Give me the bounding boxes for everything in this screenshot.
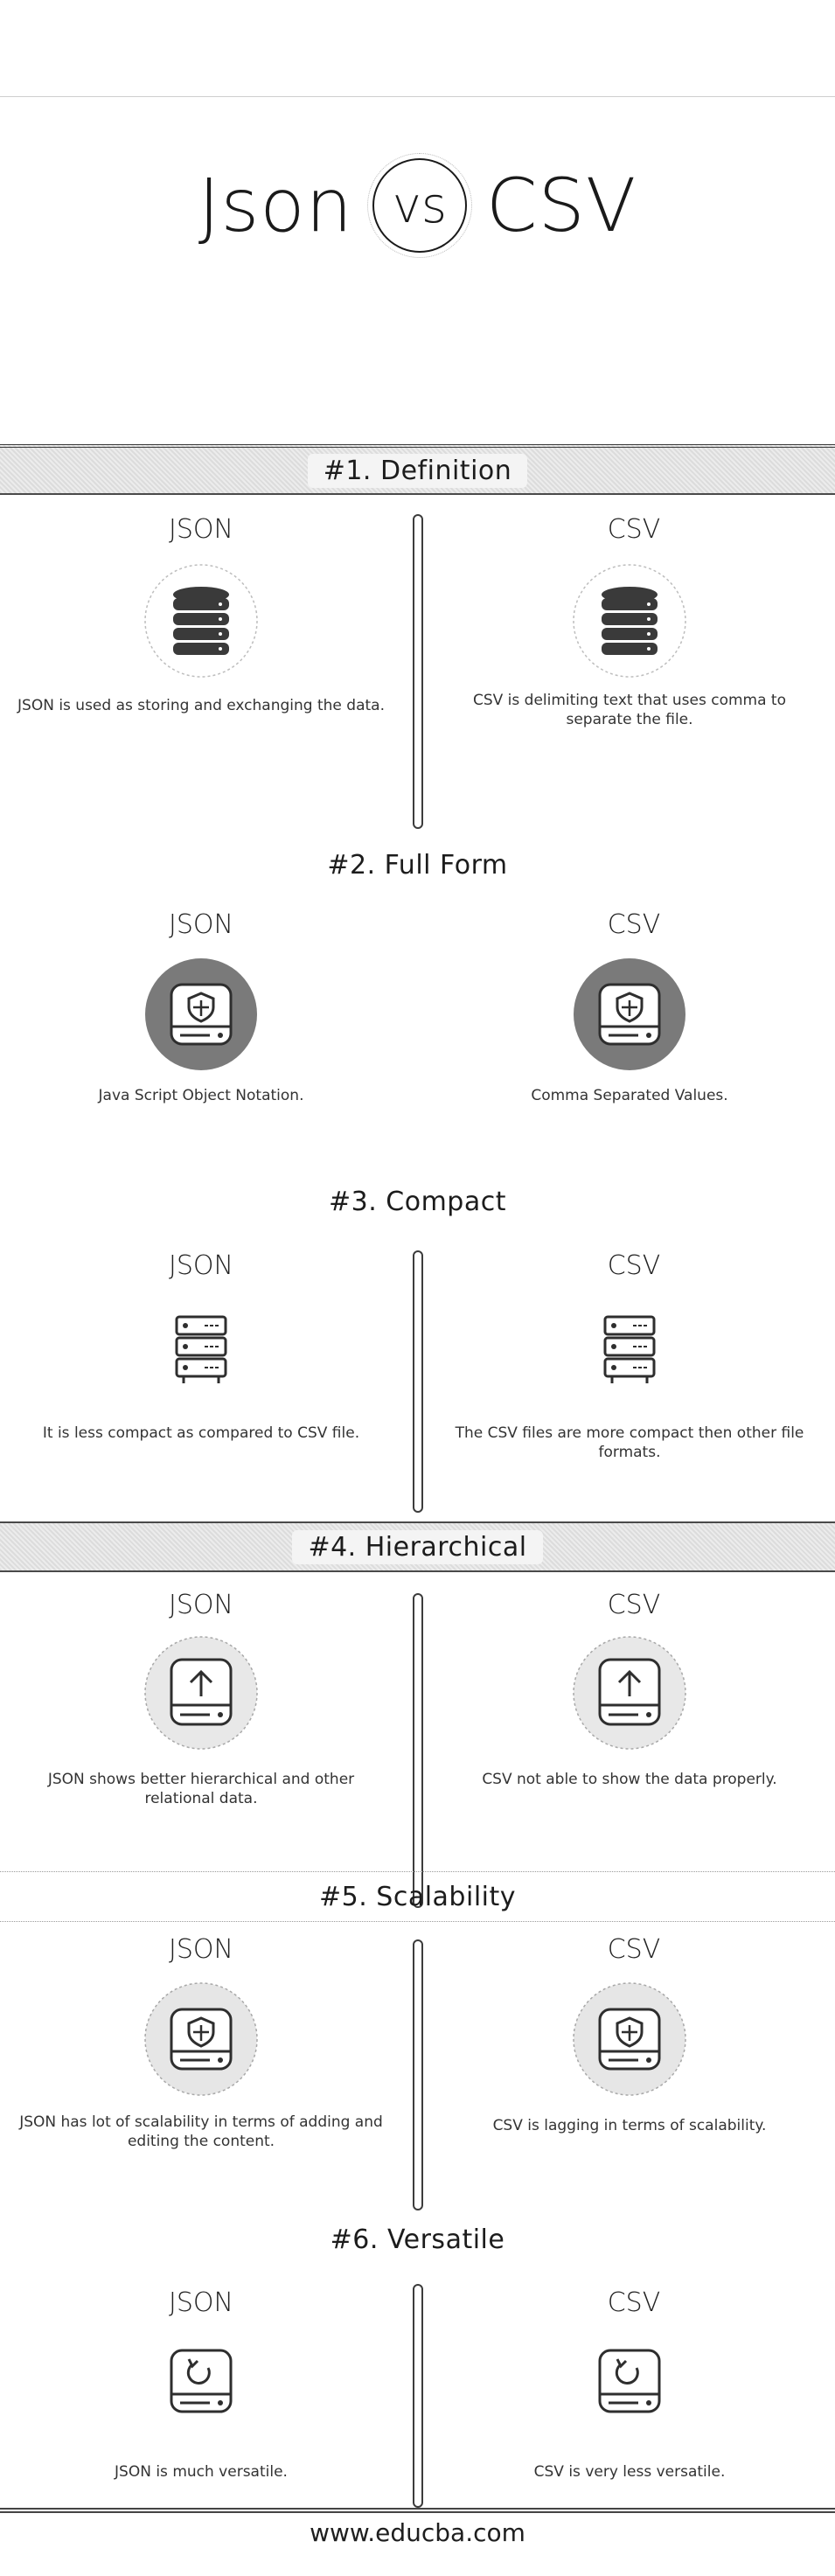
- definition-csv-text: CSV is delimiting text that uses comma t…: [472, 692, 786, 728]
- title-csv: CSV: [485, 163, 637, 248]
- versatile-csv-text: CSV is very less versatile.: [533, 2463, 726, 2481]
- server-rack-icon: [150, 1298, 252, 1399]
- section-title: #3. Compact: [328, 1186, 506, 1217]
- scalability-csv-text: CSV is lagging in terms of scalability.: [492, 2117, 767, 2134]
- column-divider: [413, 2284, 423, 2508]
- server-rack-icon: [579, 1298, 680, 1399]
- vs-badge: vs: [366, 153, 472, 258]
- section-title: #5. Scalability: [319, 1881, 516, 1912]
- footer-rule: [0, 2508, 835, 2513]
- column-head-json: JSON: [169, 2287, 233, 2318]
- upload-drive-icon: [140, 1632, 262, 1754]
- page-title: Json vs CSV: [0, 149, 835, 262]
- versatile-json-text: JSON is much versatile.: [115, 2463, 288, 2481]
- column-head-json: JSON: [169, 1250, 233, 1281]
- shield-drive-icon: [140, 953, 262, 1076]
- section-banner-versatile: #6. Versatile: [0, 2214, 835, 2265]
- column-head-json: JSON: [169, 1590, 233, 1620]
- title-json: Json: [198, 163, 353, 248]
- column-head-csv: CSV: [607, 909, 661, 940]
- shield-drive-icon: [568, 953, 691, 1076]
- sync-drive-icon: [156, 2335, 247, 2426]
- section-banner-compact: #3. Compact: [0, 1176, 835, 1227]
- section-banner-hierarchical: #4. Hierarchical: [0, 1521, 835, 1572]
- definition-json-text: JSON is used as storing and exchanging t…: [17, 697, 385, 714]
- column-head-csv: CSV: [607, 1250, 661, 1281]
- top-rule: [0, 96, 835, 97]
- column-head-csv: CSV: [607, 514, 661, 545]
- section-banner-definition: #1. Definition: [0, 444, 835, 495]
- column-divider: [413, 1939, 423, 2210]
- column-head-csv: CSV: [607, 1590, 661, 1620]
- full-form-json-text: Java Script Object Notation.: [98, 1087, 304, 1104]
- column-head-csv: CSV: [607, 1934, 661, 1965]
- compact-csv-text: The CSV files are more compact then othe…: [455, 1424, 804, 1461]
- shield-drive-icon: [568, 1978, 691, 2100]
- compact-json-text: It is less compact as compared to CSV fi…: [42, 1424, 360, 1442]
- column-divider: [413, 514, 423, 829]
- database-icon: [140, 560, 262, 682]
- column-head-json: JSON: [169, 1934, 233, 1965]
- section-title: #1. Definition: [307, 453, 528, 488]
- column-head-json: JSON: [169, 909, 233, 940]
- column-head-json: JSON: [169, 514, 233, 545]
- sync-drive-icon: [584, 2335, 675, 2426]
- shield-drive-icon: [140, 1978, 262, 2100]
- section-banner-scalability: #5. Scalability: [0, 1871, 835, 1922]
- section-banner-full-form: #2. Full Form: [0, 839, 835, 890]
- column-head-csv: CSV: [607, 2287, 661, 2318]
- hierarchical-csv-text: CSV not able to show the data properly.: [482, 1771, 777, 1788]
- column-divider: [413, 1250, 423, 1513]
- section-title: #6. Versatile: [330, 2224, 505, 2255]
- column-divider: [413, 1593, 423, 1908]
- vs-text: vs: [392, 177, 448, 234]
- full-form-csv-text: Comma Separated Values.: [531, 1087, 728, 1104]
- scalability-json-text: JSON has lot of scalability in terms of …: [19, 2113, 383, 2150]
- hierarchical-json-text: JSON shows better hierarchical and other…: [47, 1771, 355, 1807]
- section-title: #4. Hierarchical: [292, 1529, 543, 1564]
- footer-site-link[interactable]: www.educba.com: [310, 2518, 525, 2547]
- database-icon: [568, 560, 691, 682]
- upload-drive-icon: [568, 1632, 691, 1754]
- section-title: #2. Full Form: [327, 849, 508, 881]
